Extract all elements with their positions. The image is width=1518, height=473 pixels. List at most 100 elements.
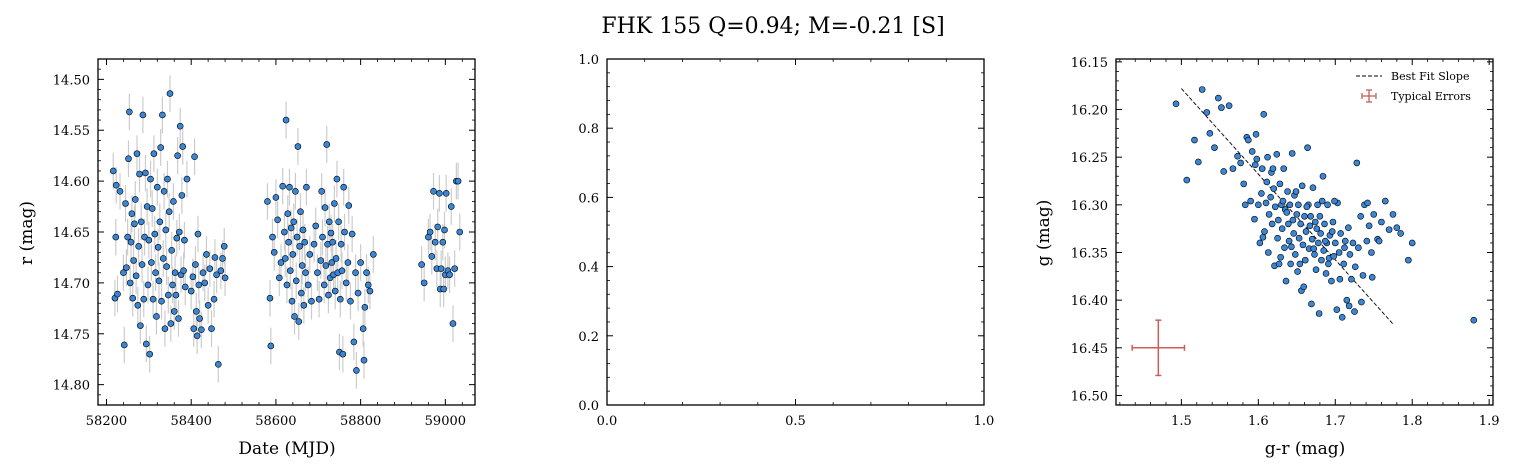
y-axis-label: g (mag): [1034, 200, 1054, 267]
data-point: [1321, 220, 1328, 228]
y-tick-label: 16.35: [1071, 246, 1108, 261]
data-point: [1319, 172, 1327, 180]
data-point: [331, 287, 339, 295]
x-tick-label: 58600: [255, 414, 296, 429]
data-point: [1368, 273, 1376, 281]
data-point: [1340, 260, 1348, 268]
data-point: [1278, 225, 1286, 232]
data-point: [1341, 237, 1349, 245]
y-tick-label: 0.8: [578, 122, 599, 137]
data-point: [1351, 263, 1359, 271]
data-point: [1329, 218, 1337, 226]
data-point: [331, 200, 338, 207]
data-point: [1308, 300, 1315, 308]
y-tick-label: 14.70: [53, 277, 90, 292]
data-point: [1265, 211, 1273, 218]
data-point: [1251, 161, 1259, 169]
data-point: [219, 255, 226, 262]
data-point: [289, 251, 297, 258]
data-point: [1308, 235, 1316, 243]
data-point: [193, 332, 201, 340]
data-point: [290, 218, 298, 226]
data-point: [1315, 310, 1323, 317]
data-point: [353, 367, 360, 374]
data-point: [1325, 260, 1332, 268]
data-point: [314, 269, 321, 277]
data-point: [317, 257, 325, 264]
y-tick-label: 16.20: [1071, 104, 1108, 119]
data-point: [1274, 234, 1281, 242]
x-tick-label: 1.5: [1171, 414, 1192, 429]
data-point: [363, 269, 370, 277]
data-point: [370, 251, 377, 258]
data-point: [194, 230, 202, 238]
data-point: [1247, 197, 1254, 205]
data-point: [1346, 251, 1354, 258]
data-point: [426, 228, 434, 236]
data-point: [1304, 144, 1311, 151]
x-tick-label: 0.5: [785, 414, 806, 429]
data-point: [329, 238, 336, 246]
data-point: [1288, 150, 1296, 157]
data-point: [1258, 190, 1265, 197]
data-point: [1240, 180, 1248, 188]
data-point: [1301, 256, 1309, 264]
data-point: [1405, 256, 1412, 264]
data-point: [1287, 260, 1294, 268]
data-point: [1262, 199, 1270, 207]
data-point: [354, 289, 362, 297]
data-point: [439, 238, 447, 246]
data-point: [154, 243, 162, 251]
data-point: [1241, 201, 1249, 209]
data-point: [1259, 233, 1267, 241]
legend: Best Fit Slope Typical Errors: [1356, 70, 1471, 103]
data-point: [1318, 256, 1325, 264]
data-point: [131, 196, 139, 203]
data-point: [126, 279, 134, 287]
data-point: [1270, 185, 1278, 192]
data-point: [1251, 215, 1258, 223]
data-point: [155, 277, 163, 285]
data-point: [1255, 201, 1262, 209]
data-point: [297, 208, 304, 215]
data-point: [323, 141, 331, 148]
data-point: [418, 261, 425, 268]
data-point: [125, 155, 132, 163]
data-point: [328, 259, 336, 266]
data-point: [1268, 220, 1276, 228]
data-point: [348, 230, 356, 238]
data-point: [146, 350, 153, 358]
data-point: [282, 116, 290, 124]
data-point: [318, 187, 325, 195]
data-point: [1281, 244, 1288, 252]
data-point: [138, 261, 146, 268]
data-point: [142, 340, 150, 348]
data-point: [1245, 136, 1252, 144]
data-point: [298, 289, 305, 297]
data-point: [154, 183, 161, 191]
data-point: [148, 205, 156, 212]
data-point: [129, 294, 137, 302]
data-point: [1358, 298, 1365, 306]
data-point: [1312, 266, 1320, 273]
data-point: [116, 187, 124, 195]
data-point: [191, 153, 198, 160]
data-point: [284, 210, 292, 217]
y-tick-label: 0.0: [578, 399, 599, 414]
data-point: [1285, 220, 1292, 228]
data-point: [1357, 212, 1364, 220]
data-point: [164, 175, 171, 183]
data-point: [1260, 110, 1268, 118]
data-point: [335, 218, 342, 226]
data-point: [196, 315, 203, 322]
data-point: [364, 281, 372, 289]
data-point: [167, 320, 175, 327]
data-point: [156, 218, 164, 226]
data-point: [325, 218, 333, 226]
data-point: [319, 233, 326, 241]
data-point: [213, 271, 220, 279]
data-point: [192, 261, 199, 268]
data-point: [1320, 247, 1328, 254]
data-point: [176, 228, 183, 236]
data-point: [366, 287, 374, 295]
